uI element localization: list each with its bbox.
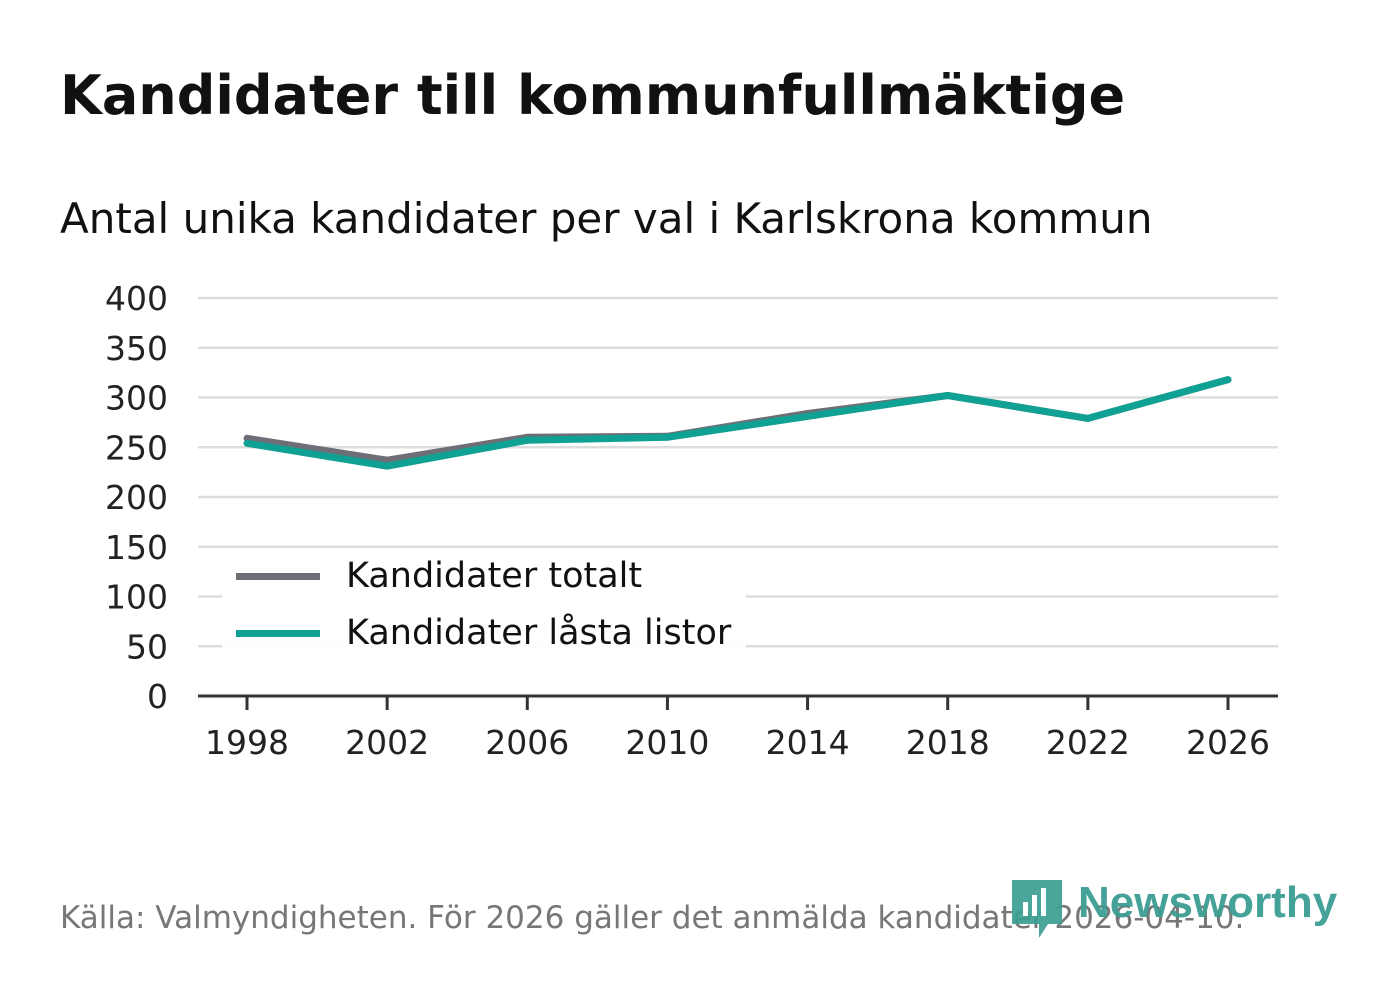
x-tick-label-1998: 1998 xyxy=(205,723,289,762)
legend: Kandidater totalt Kandidater låsta listo… xyxy=(222,548,746,653)
data-point-locked-2002 xyxy=(383,462,391,470)
legend-label-total: Kandidater totalt xyxy=(346,556,643,596)
y-tick-label-50: 50 xyxy=(126,627,168,666)
y-tick-label-250: 250 xyxy=(105,428,168,467)
data-point-locked-2026 xyxy=(1224,376,1232,384)
data-point-total-2002 xyxy=(383,456,391,464)
x-tick-label-2014: 2014 xyxy=(766,723,850,762)
legend-item-total: Kandidater totalt xyxy=(236,551,642,601)
y-tick-label-100: 100 xyxy=(105,578,168,617)
legend-swatch-total xyxy=(236,572,320,580)
x-tick-label-2006: 2006 xyxy=(485,723,569,762)
data-point-locked-1998 xyxy=(243,439,251,447)
x-tick-label-2018: 2018 xyxy=(906,723,990,762)
y-tick-label-400: 400 xyxy=(105,279,168,318)
x-tick-label-2022: 2022 xyxy=(1046,723,1130,762)
y-tick-label-350: 350 xyxy=(105,329,168,368)
y-tick-label-150: 150 xyxy=(105,528,168,567)
data-point-locked-2014 xyxy=(804,412,812,420)
series-line-locked xyxy=(246,376,1229,470)
x-tick-label-2002: 2002 xyxy=(345,723,429,762)
legend-item-locked: Kandidater låsta listor xyxy=(236,608,731,658)
legend-swatch-locked xyxy=(236,629,320,637)
chart-subtitle: Antal unika kandidater per val i Karlskr… xyxy=(60,194,1153,243)
y-tick-label-0: 0 xyxy=(147,677,168,716)
data-point-locked-2006 xyxy=(523,436,531,444)
data-point-locked-2022 xyxy=(1084,414,1092,422)
y-tick-label-200: 200 xyxy=(105,478,168,517)
newsworthy-logo-icon xyxy=(1012,880,1062,938)
brand-logo: Newsworthy xyxy=(1012,880,1337,940)
x-tick-label-2010: 2010 xyxy=(625,723,709,762)
x-tick-label-2026: 2026 xyxy=(1186,723,1270,762)
data-point-locked-2018 xyxy=(944,392,952,400)
brand-name: Newsworthy xyxy=(1078,878,1338,927)
legend-label-locked: Kandidater låsta listor xyxy=(346,613,732,653)
y-tick-label-300: 300 xyxy=(105,379,168,418)
chart-title: Kandidater till kommunfullmäktige xyxy=(60,64,1126,127)
data-point-locked-2010 xyxy=(663,433,671,441)
line-chart: 0 50 100 150 200 250 300 350 400 1998 2002 2006 2010… xyxy=(105,279,1278,762)
